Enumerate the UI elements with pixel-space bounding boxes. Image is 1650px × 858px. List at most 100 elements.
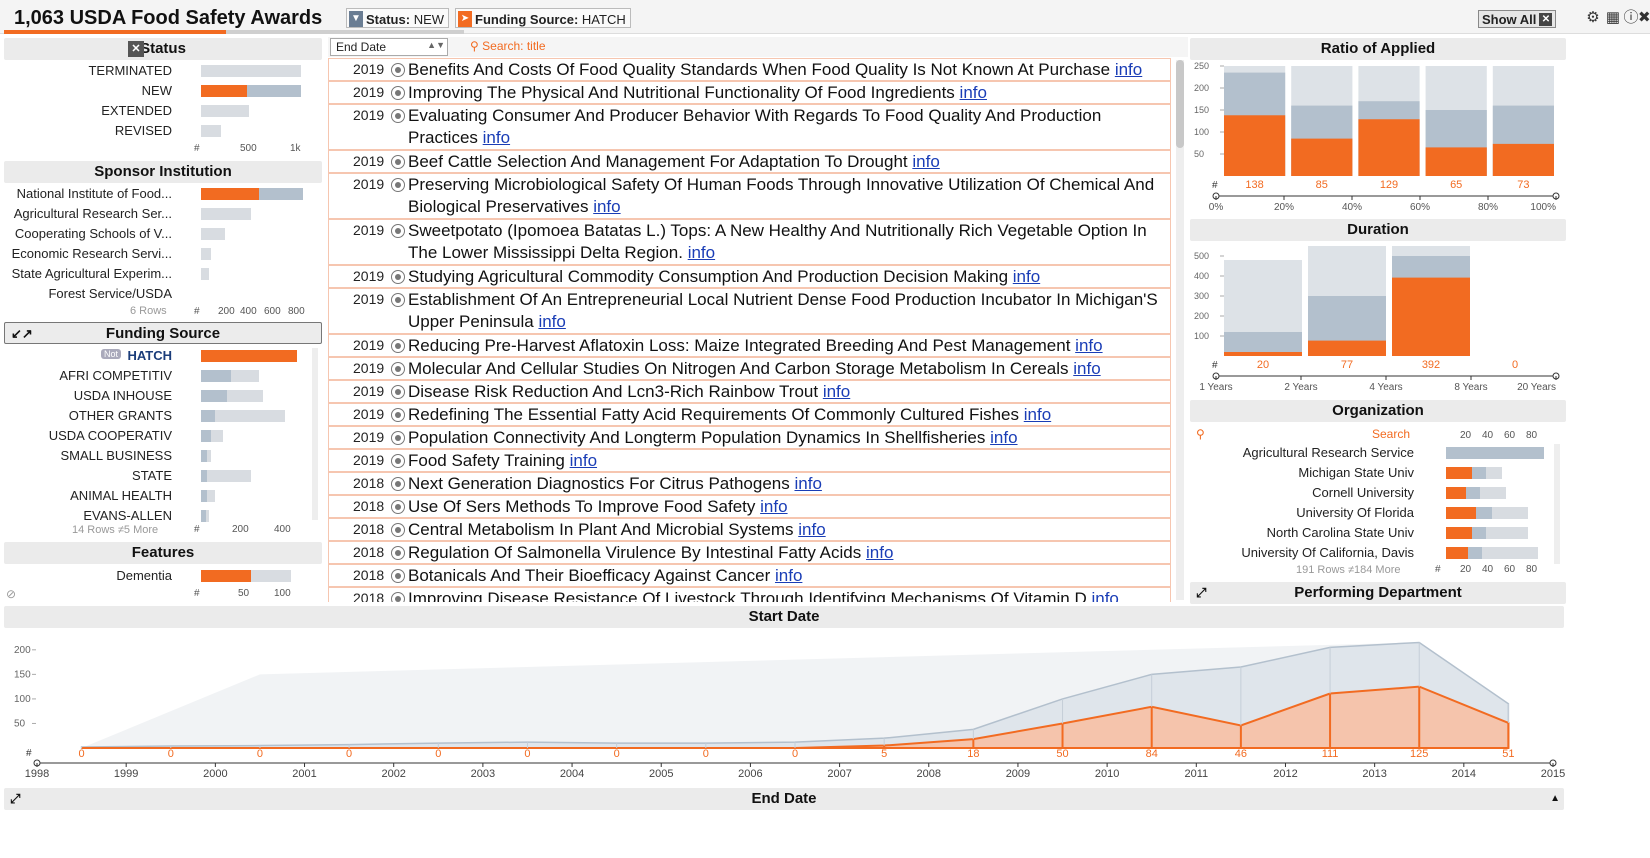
show-all-button[interactable]: Show All ✕ xyxy=(1478,10,1557,28)
collapse-icon[interactable]: ↙↗ xyxy=(11,326,33,341)
bar-selected[interactable] xyxy=(1291,138,1353,176)
funding-scrollbar[interactable] xyxy=(312,348,318,520)
info-link[interactable]: info xyxy=(1073,359,1101,378)
radio-icon[interactable] xyxy=(391,109,405,123)
radio-icon[interactable] xyxy=(391,178,405,192)
sponsor-row[interactable]: Economic Research Servi... xyxy=(4,244,172,264)
funding-row[interactable]: USDA INHOUSE xyxy=(4,386,172,406)
filter-chip-funding[interactable]: ➤ Funding Source: HATCH xyxy=(455,8,631,28)
radio-icon[interactable] xyxy=(391,339,405,353)
info-link[interactable]: info xyxy=(760,497,788,516)
bar-selected[interactable] xyxy=(1492,143,1554,176)
status-row[interactable]: EXTENDED xyxy=(4,101,172,121)
performing-panel-header[interactable]: ⤢ Performing Department xyxy=(1190,582,1566,604)
organization-row[interactable]: Michigan State Univ xyxy=(1192,463,1414,483)
funding-row[interactable]: HATCH xyxy=(4,346,172,366)
radio-icon[interactable] xyxy=(391,523,405,537)
title-search-input[interactable]: ⚲ Search: title xyxy=(470,39,546,53)
sponsor-row[interactable]: Agricultural Research Ser... xyxy=(4,204,172,224)
award-list-item[interactable]: 2019 Redefining The Essential Fatty Acid … xyxy=(328,403,1171,426)
funding-row[interactable]: STATE xyxy=(4,466,172,486)
status-panel-header[interactable]: ✕ Status xyxy=(4,38,322,60)
features-panel-header[interactable]: Features xyxy=(4,542,322,564)
award-list-item[interactable]: 2018 Improving Disease Resistance Of Live… xyxy=(328,587,1171,602)
list-scrollbar[interactable] xyxy=(1176,60,1184,600)
search-icon[interactable]: ⚲ xyxy=(1196,427,1205,441)
award-list-item[interactable]: 2019 Improving The Physical And Nutrition… xyxy=(328,81,1171,104)
not-tag[interactable]: Not xyxy=(101,349,122,359)
organization-row[interactable]: Cornell University xyxy=(1192,483,1414,503)
radio-icon[interactable] xyxy=(391,546,405,560)
info-link[interactable]: info xyxy=(866,543,894,562)
info-link[interactable]: info xyxy=(1114,60,1143,79)
bar-selected[interactable] xyxy=(1392,277,1470,356)
radio-icon[interactable] xyxy=(391,270,405,284)
info-link[interactable]: info xyxy=(482,128,511,147)
award-list-item[interactable]: 2018 Next Generation Diagnostics For Citr… xyxy=(328,472,1171,495)
expand-icon[interactable]: ⤢ xyxy=(1196,585,1207,600)
radio-icon[interactable] xyxy=(391,155,405,169)
info-link[interactable]: info xyxy=(774,566,803,585)
radio-icon[interactable] xyxy=(391,86,405,100)
radio-icon[interactable] xyxy=(391,431,405,445)
organization-row[interactable]: Agricultural Research Service xyxy=(1192,443,1414,463)
award-list-item[interactable]: 2018 Use Of Sers Methods To Improve Food … xyxy=(328,495,1171,518)
funding-row[interactable]: SMALL BUSINESS xyxy=(4,446,172,466)
radio-icon[interactable] xyxy=(391,362,405,376)
clear-filter-icon[interactable]: ✕ xyxy=(128,41,144,57)
info-link[interactable]: info xyxy=(1075,336,1103,355)
award-list-item[interactable]: 2019 Benefits And Costs Of Food Quality S… xyxy=(328,58,1171,81)
info-link[interactable]: info xyxy=(593,197,621,216)
award-list-item[interactable]: 2018 Central Metabolism In Plant And Micr… xyxy=(328,518,1171,541)
radio-icon[interactable] xyxy=(391,385,405,399)
award-list-item[interactable]: 2019 Beef Cattle Selection And Management… xyxy=(328,150,1171,173)
info-icon[interactable]: ⓘ xyxy=(1623,9,1639,26)
sponsor-panel-header[interactable]: Sponsor Institution xyxy=(4,161,322,183)
duration-panel-header[interactable]: Duration xyxy=(1190,219,1566,241)
organization-row[interactable]: University Of Florida xyxy=(1192,503,1414,523)
sponsor-row[interactable]: National Institute of Food... xyxy=(4,184,172,204)
gear-icon[interactable]: ⚙ xyxy=(1586,9,1600,26)
bar-selected[interactable] xyxy=(1358,119,1420,176)
award-list-item[interactable]: 2019 Population Connectivity And Longterm… xyxy=(328,426,1171,449)
table-icon[interactable]: ▦ xyxy=(1605,9,1621,26)
info-link[interactable]: info xyxy=(687,243,716,262)
status-row[interactable]: REVISED xyxy=(4,121,172,141)
radio-icon[interactable] xyxy=(391,477,405,491)
info-link[interactable]: info xyxy=(822,382,851,401)
award-list-item[interactable]: 2019 Reducing Pre-Harvest Aflatoxin Loss:… xyxy=(328,334,1171,357)
award-list-item[interactable]: 2018 Regulation Of Salmonella Virulence B… xyxy=(328,541,1171,564)
features-row[interactable]: Dementia xyxy=(4,566,172,586)
info-link[interactable]: info xyxy=(798,520,826,539)
radio-icon[interactable] xyxy=(391,293,405,307)
radio-icon[interactable] xyxy=(391,592,405,602)
info-link[interactable]: info xyxy=(569,451,598,470)
sponsor-row[interactable]: State Agricultural Experim... xyxy=(4,264,172,284)
bar-selected[interactable] xyxy=(1224,352,1302,356)
radio-icon[interactable] xyxy=(391,408,405,422)
info-link[interactable]: info xyxy=(538,312,566,331)
award-list-item[interactable]: 2019 Molecular And Cellular Studies On Ni… xyxy=(328,357,1171,380)
organization-row[interactable]: University Of California, Davis xyxy=(1192,543,1414,563)
sponsor-row[interactable]: Forest Service/USDA xyxy=(4,284,172,304)
organization-row[interactable]: North Carolina State Univ xyxy=(1192,523,1414,543)
filter-chip-status[interactable]: ▼ Status: NEW xyxy=(346,8,450,28)
ratio-panel-header[interactable]: Ratio of Applied xyxy=(1190,38,1566,60)
radio-icon[interactable] xyxy=(391,569,405,583)
funding-row[interactable]: ANIMAL HEALTH xyxy=(4,486,172,506)
info-link[interactable]: info xyxy=(1012,267,1041,286)
info-link[interactable]: info xyxy=(990,428,1018,447)
sponsor-row[interactable]: Cooperating Schools of V... xyxy=(4,224,172,244)
organization-panel-header[interactable]: Organization xyxy=(1190,400,1566,422)
status-row[interactable]: TERMINATED xyxy=(4,61,172,81)
bar-selected[interactable] xyxy=(1224,115,1286,176)
sort-select[interactable]: End Date ▲▼ xyxy=(330,38,448,56)
start-date-header[interactable]: Start Date xyxy=(4,606,1564,628)
expand-icon[interactable]: ⤢ xyxy=(10,791,21,806)
radio-icon[interactable] xyxy=(391,500,405,514)
funding-panel-header[interactable]: ↙↗ Funding Source xyxy=(4,322,322,344)
award-list-item[interactable]: 2019 Studying Agricultural Commodity Cons… xyxy=(328,265,1171,288)
award-list-item[interactable]: 2018 Botanicals And Their Bioefficacy Aga… xyxy=(328,564,1171,587)
list-scrollbar-thumb[interactable] xyxy=(1176,60,1184,148)
award-list-item[interactable]: 2019 Food Safety Training info xyxy=(328,449,1171,472)
